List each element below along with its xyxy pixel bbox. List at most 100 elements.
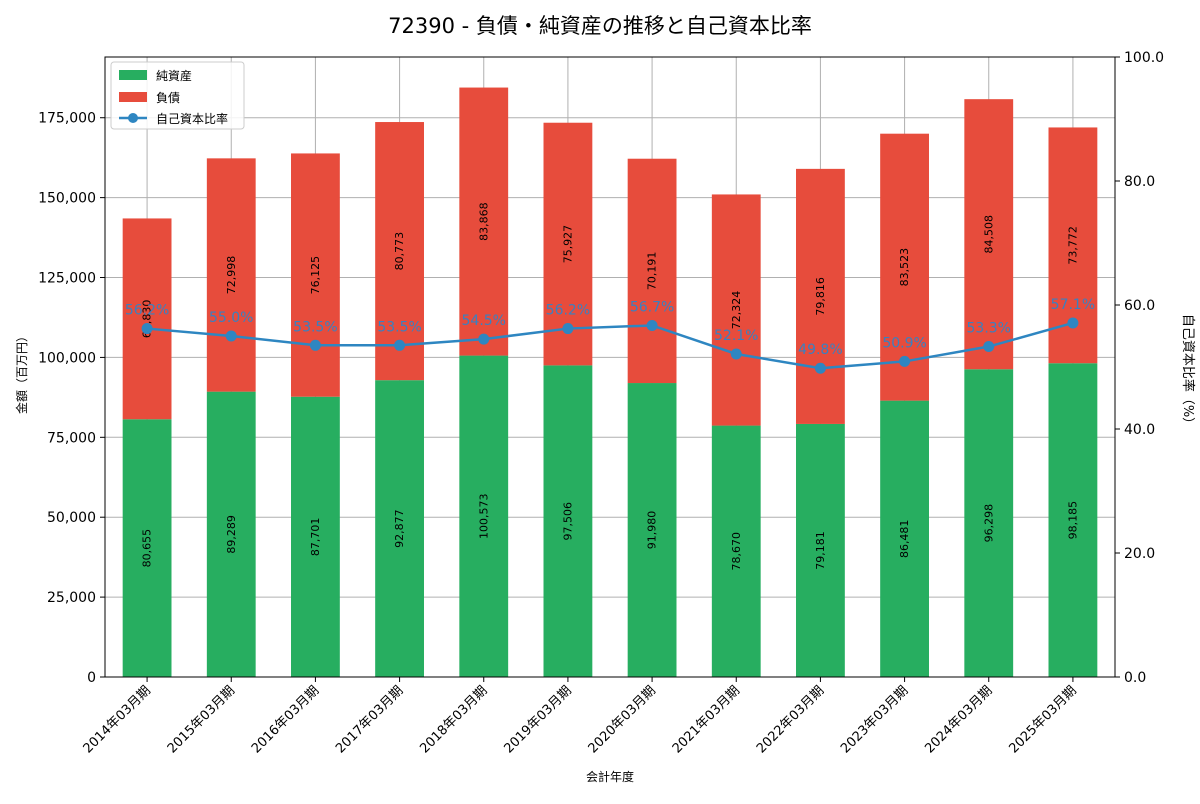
- bar-liabilities: [627, 158, 677, 384]
- ratio-line: [146, 321, 1074, 370]
- ratio-point: [730, 348, 742, 360]
- legend-label-net-assets: 純資産: [156, 68, 192, 83]
- y-tick-label: 75,000: [47, 430, 96, 446]
- ratio-point: [309, 339, 321, 351]
- x-tick-label: 2015年03月期: [165, 683, 238, 756]
- ratio-point: [814, 362, 826, 374]
- y-tick-label: 150,000: [38, 191, 96, 207]
- y2-tick-label: 60.0: [1124, 298, 1155, 314]
- legend-label-ratio: 自己資本比率: [156, 111, 228, 126]
- x-tick-label: 2019年03月期: [501, 683, 574, 756]
- data-label-net-assets: 80,655: [141, 529, 154, 568]
- bar-net-assets: [711, 425, 761, 677]
- data-label-net-assets: 79,181: [814, 531, 827, 570]
- bar-net-assets: [796, 423, 845, 677]
- y-tick-label: 50,000: [47, 510, 96, 526]
- data-label-net-assets: 86,481: [898, 520, 911, 559]
- plot-frame: [104, 56, 1116, 678]
- bar-net-assets: [1048, 363, 1098, 677]
- y-tick-label: 125,000: [38, 271, 96, 287]
- x-tick-label: 2022年03月期: [754, 683, 827, 756]
- bar-net-assets: [122, 419, 172, 677]
- data-label-liabilities: 73,772: [1066, 226, 1079, 264]
- data-label-net-assets: 78,670: [730, 532, 743, 571]
- bar-liabilities: [711, 194, 761, 426]
- y2-tick-label: 40.0: [1124, 422, 1155, 438]
- ratio-point: [983, 341, 995, 353]
- x-tick-label: 2024年03月期: [922, 683, 995, 756]
- data-label-net-assets: 91,980: [646, 511, 659, 550]
- bar-liabilities: [122, 218, 172, 420]
- y-tick-label: 175,000: [38, 111, 96, 127]
- data-label-liabilities: 75,927: [561, 225, 574, 264]
- chart-title: 72390 - 負債・純資産の推移と自己資本比率: [388, 14, 812, 38]
- bar-net-assets: [880, 400, 929, 677]
- data-label-liabilities: 76,125: [309, 256, 322, 295]
- ratio-label: 49.8%: [798, 342, 842, 358]
- ratio-label: 56.7%: [630, 299, 674, 315]
- y-axis-label: 金額（百万円）: [14, 330, 29, 414]
- ratio-label: 53.5%: [293, 319, 337, 335]
- x-tick-label: 2021年03月期: [670, 683, 743, 756]
- data-label-net-assets: 100,573: [477, 494, 490, 540]
- legend-swatch-liabilities: [119, 92, 147, 102]
- x-tick-label: 2025年03月期: [1006, 683, 1079, 756]
- ratio-label: 50.9%: [882, 335, 926, 351]
- bar-net-assets: [459, 355, 509, 677]
- ratio-point: [1067, 317, 1079, 329]
- data-label-liabilities: 72,998: [225, 256, 238, 295]
- ratio-point: [478, 333, 490, 345]
- bars-layer: [122, 87, 1098, 677]
- data-label-liabilities: 72,324: [730, 291, 743, 330]
- ratio-label: 53.3%: [967, 321, 1011, 337]
- ratio-point: [141, 323, 153, 335]
- y2-tick-label: 80.0: [1124, 174, 1155, 190]
- y-tick-label: 25,000: [47, 590, 96, 606]
- data-label-net-assets: 89,289: [225, 515, 238, 554]
- x-tick-label: 2020年03月期: [586, 683, 659, 756]
- ratio-point: [562, 323, 574, 335]
- bar-net-assets: [627, 383, 677, 677]
- data-label-liabilities: 70,191: [646, 252, 659, 291]
- x-tick-label: 2023年03月期: [838, 683, 911, 756]
- x-tick-label: 2017年03月期: [333, 683, 406, 756]
- ratio-point: [225, 330, 237, 342]
- y2-axis-label: 自己資本比率（%）: [1180, 314, 1196, 430]
- ratio-line-layer: 56.2% 55.0% 53.5% 53.5% 54.5% 56.2% 56.7% 52.1%…: [125, 297, 1095, 374]
- y2-tick-label: 20.0: [1124, 546, 1155, 562]
- y2-tick-label: 0.0: [1124, 670, 1146, 686]
- bar-net-assets: [543, 365, 593, 677]
- x-tick-label: 2016年03月期: [249, 683, 322, 756]
- bar-liabilities: [459, 87, 509, 356]
- bar-net-assets: [206, 391, 256, 677]
- bar-liabilities: [206, 158, 256, 392]
- bar-net-assets: [964, 369, 1014, 677]
- ratio-label: 52.1%: [714, 328, 758, 344]
- data-label-net-assets: 97,506: [561, 502, 574, 541]
- data-label-liabilities: 79,816: [814, 277, 827, 316]
- ratio-point: [394, 339, 406, 351]
- x-axis-label: 会計年度: [586, 769, 634, 784]
- y2-tick-label: 100.0: [1124, 50, 1164, 66]
- bar-net-assets: [375, 380, 424, 677]
- ratio-label: 57.1%: [1051, 297, 1095, 313]
- data-label-liabilities: 84,508: [982, 215, 995, 254]
- data-label-net-assets: 87,701: [309, 518, 322, 557]
- data-label-net-assets: 98,185: [1066, 501, 1079, 540]
- ratio-point: [899, 355, 911, 367]
- data-label-liabilities: 80,773: [393, 232, 406, 270]
- data-label-net-assets: 92,877: [393, 509, 406, 548]
- grid-lines: [105, 57, 1115, 678]
- bar-net-assets: [291, 396, 340, 677]
- bar-liabilities: [291, 153, 340, 397]
- x-tick-label: 2018年03月期: [417, 683, 490, 756]
- legend-swatch-net-assets: [119, 70, 147, 80]
- bar-liabilities: [375, 122, 424, 381]
- x-tick-label: 2014年03月期: [81, 683, 154, 756]
- legend-marker-ratio: [128, 113, 138, 123]
- bar-liabilities: [964, 99, 1014, 370]
- y-tick-label: 0: [87, 670, 96, 686]
